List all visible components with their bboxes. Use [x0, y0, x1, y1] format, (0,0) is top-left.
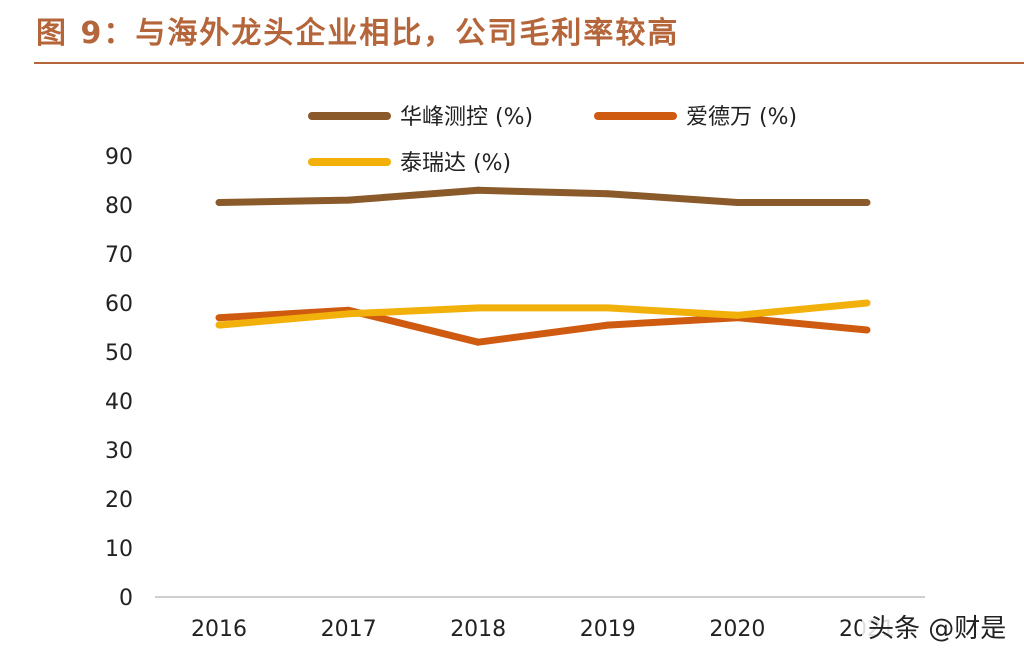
watermark: 头条 @财是	[862, 606, 1013, 647]
series-lines	[215, 186, 871, 346]
y-tick-label: 40	[105, 390, 133, 415]
figure-title: 图 9：与海外龙头企业相比，公司毛利率较高	[36, 16, 680, 51]
y-tick-label: 0	[119, 586, 133, 611]
title-divider	[34, 62, 1024, 64]
y-tick-labels: 0 10 20 30 40 50 60 70 80 90	[105, 145, 133, 611]
y-tick-label: 30	[105, 439, 133, 464]
y-tick-label: 50	[105, 341, 133, 366]
data-point	[604, 190, 612, 198]
data-point	[474, 304, 482, 312]
legend-label: 爱德万 (%)	[686, 105, 797, 130]
legend: 华峰测控 (%) 爱德万 (%) 泰瑞达 (%)	[308, 105, 797, 176]
data-point	[733, 199, 741, 207]
data-point	[474, 186, 482, 194]
y-tick-label: 10	[105, 537, 133, 562]
data-point	[863, 299, 871, 307]
x-tick-label: 2016	[191, 617, 247, 642]
x-tick-label: 2018	[450, 617, 506, 642]
data-point	[863, 199, 871, 207]
data-point	[863, 326, 871, 334]
series-line-1	[218, 306, 868, 346]
series-line-2	[218, 299, 868, 329]
legend-label: 华峰测控 (%)	[400, 105, 533, 130]
y-tick-label: 80	[105, 194, 133, 219]
y-tick-label: 70	[105, 243, 133, 268]
data-point	[474, 338, 482, 346]
series-line-0	[218, 186, 867, 206]
data-point	[215, 199, 223, 207]
x-tick-label: 2017	[321, 617, 377, 642]
data-point	[604, 304, 612, 312]
x-tick-label: 2020	[709, 617, 765, 642]
y-tick-label: 20	[105, 488, 133, 513]
x-tick-labels: 201620172018201920202021	[191, 617, 895, 642]
y-tick-label: 60	[105, 292, 133, 317]
y-tick-label: 90	[105, 145, 133, 170]
data-point	[215, 314, 223, 322]
data-point	[215, 321, 223, 329]
legend-label: 泰瑞达 (%)	[400, 151, 511, 176]
x-tick-label: 2019	[580, 617, 636, 642]
data-point	[345, 196, 353, 204]
data-point	[345, 310, 353, 318]
data-point	[733, 311, 741, 319]
data-point	[604, 321, 612, 329]
